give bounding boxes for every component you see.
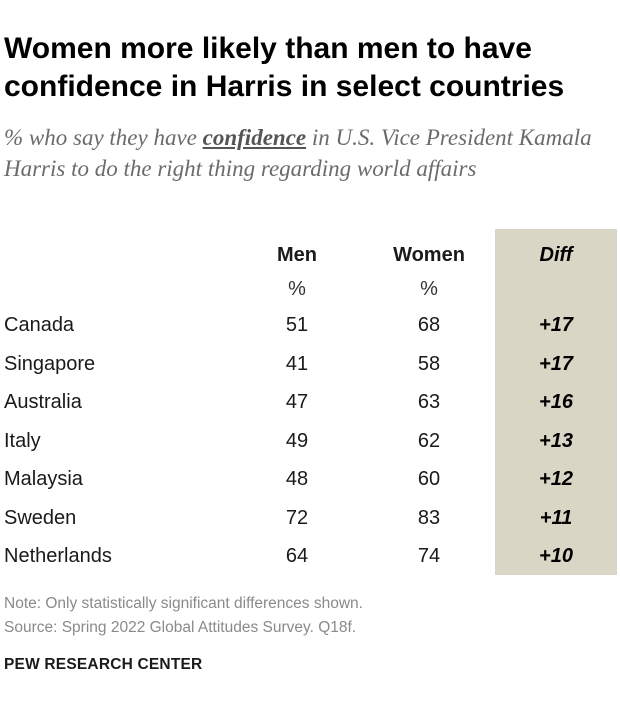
chart-subtitle: % who say they have confidence in U.S. V… — [4, 122, 614, 184]
column-header-diff: Diff — [539, 244, 573, 266]
men-value: 49 — [285, 430, 309, 452]
subtitle-suffix: in U.S. Vice President Kamala Harris to … — [4, 125, 592, 181]
men-value: 72 — [285, 507, 309, 529]
country-label: Singapore — [4, 353, 96, 375]
men-value: 41 — [285, 353, 309, 375]
brand-logo-text: PEW RESEARCH CENTER — [4, 656, 203, 673]
men-value: 51 — [285, 314, 309, 336]
diff-value: +10 — [539, 545, 573, 567]
men-value: 64 — [285, 545, 309, 567]
column-header-women: Women — [393, 244, 465, 266]
source-text: Source: Spring 2022 Global Attitudes Sur… — [4, 619, 357, 636]
women-value: 58 — [417, 353, 441, 375]
men-value: 48 — [285, 468, 309, 490]
country-label: Italy — [4, 430, 41, 452]
diff-value: +11 — [539, 507, 573, 529]
country-label: Malaysia — [4, 468, 83, 490]
diff-column-background — [495, 229, 617, 575]
chart-title: Women more likely than men to have confi… — [4, 32, 565, 103]
diff-value: +12 — [539, 468, 573, 490]
diff-value: +16 — [539, 391, 573, 413]
country-label: Sweden — [4, 507, 77, 529]
country-label: Netherlands — [4, 545, 112, 567]
country-label: Australia — [4, 391, 82, 413]
diff-value: +17 — [539, 314, 573, 336]
subtitle-prefix: % who say they have — [4, 125, 203, 150]
note-text: Note: Only statistically significant dif… — [4, 595, 363, 612]
column-header-men: Men — [277, 244, 317, 266]
women-value: 60 — [417, 468, 441, 490]
women-value: 62 — [417, 430, 441, 452]
women-value: 63 — [417, 391, 441, 413]
women-value: 83 — [417, 507, 441, 529]
unit-label-men: % — [288, 278, 306, 300]
unit-label-women: % — [420, 278, 438, 300]
diff-value: +17 — [539, 353, 573, 375]
country-label: Canada — [4, 314, 75, 336]
women-value: 74 — [417, 545, 441, 567]
men-value: 47 — [285, 391, 309, 413]
subtitle-keyword: confidence — [202, 125, 307, 150]
women-value: 68 — [417, 314, 441, 336]
diff-value: +13 — [539, 430, 573, 452]
